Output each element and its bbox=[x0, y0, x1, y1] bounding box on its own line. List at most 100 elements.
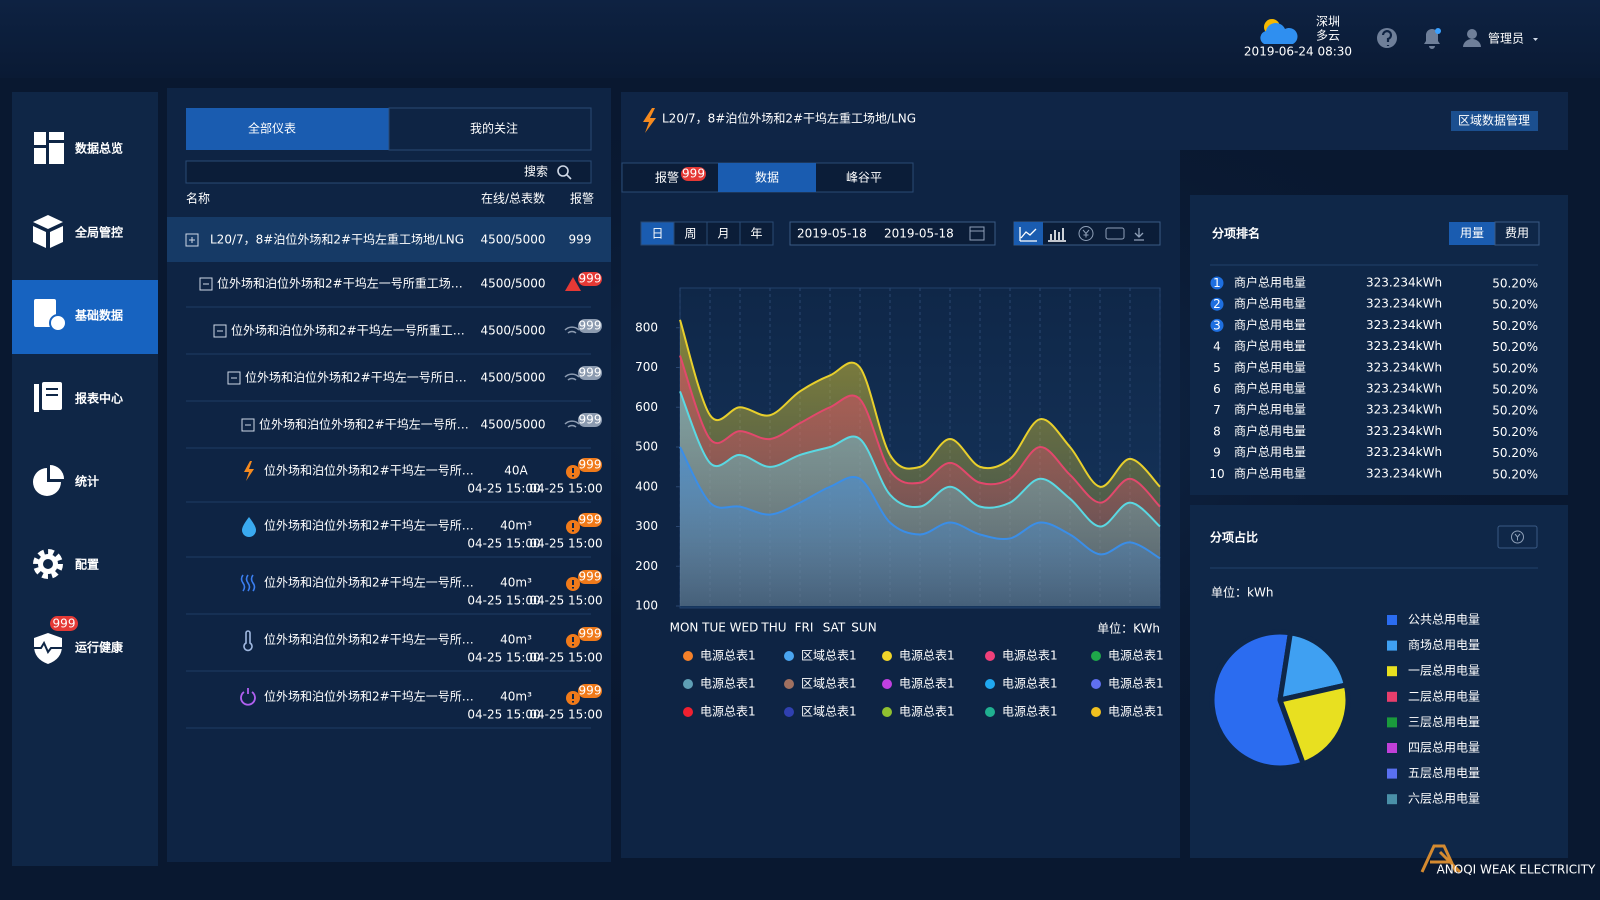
group-name[interactable]: 位外场和泊位外场和2#干坞左一号所重工场… bbox=[217, 276, 463, 291]
item-name: 商户总用电量 bbox=[1234, 296, 1306, 311]
unit-label: 单位：kWh bbox=[1211, 585, 1273, 600]
group-name[interactable]: 位外场和泊位外场和2#干坞左一号所… bbox=[259, 417, 469, 432]
help-icon[interactable] bbox=[1377, 28, 1397, 48]
meter-reading-time: 04-25 15:00 bbox=[467, 651, 540, 665]
x-tick-label: FRI bbox=[795, 621, 814, 635]
legend-label: 电源总表1 bbox=[1002, 649, 1058, 663]
nav-icon bbox=[34, 148, 46, 164]
item-value: 323.234kWh bbox=[1366, 360, 1442, 374]
meter-name[interactable]: 位外场和泊位外场和2#干坞左一号所… bbox=[264, 463, 474, 478]
user-name[interactable]: 管理员 bbox=[1488, 31, 1524, 46]
legend-label: 三层总用电量 bbox=[1408, 715, 1480, 729]
legend-swatch bbox=[784, 707, 794, 717]
item-name: 商户总用电量 bbox=[1234, 402, 1306, 417]
nav-item[interactable]: 配置 bbox=[75, 557, 99, 572]
currency-icon bbox=[1514, 533, 1521, 541]
expand-toggle[interactable] bbox=[185, 233, 199, 247]
nav-item[interactable]: 数据总览 bbox=[75, 141, 123, 156]
legend-swatch bbox=[1387, 615, 1397, 625]
group-count: 4500/5000 bbox=[480, 277, 545, 291]
view-icon[interactable] bbox=[1134, 228, 1144, 241]
alarm-badge bbox=[578, 319, 602, 333]
toggle-label[interactable]: 用量 bbox=[1460, 226, 1484, 240]
search-box[interactable] bbox=[185, 160, 592, 184]
rank: 2 bbox=[1213, 297, 1221, 311]
group-name[interactable]: 位外场和泊位外场和2#干坞左一号所日… bbox=[245, 370, 467, 385]
rank: 10 bbox=[1209, 467, 1224, 481]
toggle[interactable] bbox=[1494, 221, 1540, 246]
alarm-badge bbox=[578, 366, 602, 380]
item-percent: 50.20% bbox=[1492, 298, 1538, 312]
nav-icon bbox=[46, 394, 58, 396]
tab-label[interactable]: 峰谷平 bbox=[846, 171, 882, 185]
nav-item[interactable]: 统计 bbox=[75, 474, 99, 489]
manage-button-label[interactable]: 区域数据管理 bbox=[1458, 113, 1530, 128]
meter-name[interactable]: 位外场和泊位外场和2#干坞左一号所… bbox=[264, 689, 474, 704]
tab-label[interactable]: 报警 bbox=[655, 170, 679, 185]
tab-active[interactable] bbox=[186, 108, 389, 150]
nav-badge-text: 999 bbox=[53, 617, 76, 631]
search-icon bbox=[566, 174, 572, 180]
expand-toggle[interactable] bbox=[227, 371, 241, 385]
nav-item[interactable]: 运行健康 bbox=[75, 640, 124, 655]
alarm-badge bbox=[578, 627, 602, 641]
item-value: 323.234kWh bbox=[1366, 445, 1442, 459]
tab-label[interactable]: 全部仪表 bbox=[248, 121, 296, 136]
view-icon[interactable] bbox=[1105, 227, 1125, 240]
column-header: 报警 bbox=[570, 191, 594, 206]
meter-name[interactable]: 位外场和泊位外场和2#干坞左一号所… bbox=[264, 575, 474, 590]
period-button[interactable] bbox=[739, 221, 774, 246]
group-count: 4500/5000 bbox=[480, 324, 545, 338]
x-tick-label: TUE bbox=[701, 621, 726, 635]
alarm-badge-text: 999 bbox=[579, 570, 602, 584]
page-title: L20/7，8#泊位外场和2#干坞左重工场地/LNG bbox=[662, 111, 916, 126]
manage-button[interactable] bbox=[1451, 111, 1538, 131]
nav-item[interactable]: 全局管控 bbox=[74, 225, 123, 240]
toggle-label[interactable]: 费用 bbox=[1505, 226, 1529, 240]
period-label[interactable]: 周 bbox=[684, 227, 696, 241]
item-name: 商户总用电量 bbox=[1234, 359, 1306, 374]
datetime: 2019-06-24 08:30 bbox=[1244, 45, 1352, 59]
city-caret bbox=[1334, 21, 1338, 24]
expand-toggle[interactable] bbox=[199, 277, 213, 291]
group-name[interactable]: 位外场和泊位外场和2#干坞左一号所重工… bbox=[231, 323, 465, 338]
legend-swatch bbox=[683, 679, 693, 689]
view-icon[interactable] bbox=[1078, 226, 1094, 241]
toggle-active[interactable] bbox=[1449, 222, 1495, 245]
meter-reading: 40m³ bbox=[500, 690, 532, 704]
meter-name[interactable]: 位外场和泊位外场和2#干坞左一号所… bbox=[264, 632, 474, 647]
tab-label[interactable]: 我的关注 bbox=[470, 121, 518, 136]
item-percent: 50.20% bbox=[1492, 383, 1538, 397]
currency-button[interactable] bbox=[1497, 525, 1538, 549]
legend-label: 一层总用电量 bbox=[1408, 664, 1480, 678]
rank: 8 bbox=[1213, 424, 1221, 438]
legend-label: 电源总表1 bbox=[899, 649, 955, 663]
group-count: 4500/5000 bbox=[480, 371, 545, 385]
alarm-badge bbox=[578, 570, 602, 584]
period-label[interactable]: 年 bbox=[750, 227, 762, 241]
item-name: 商户总用电量 bbox=[1234, 317, 1306, 332]
tab-label[interactable]: 数据 bbox=[755, 170, 779, 185]
group-name[interactable]: L20/7，8#泊位外场和2#干坞左重工场地/LNG bbox=[210, 232, 464, 247]
legend-swatch bbox=[1387, 666, 1397, 677]
expand-toggle[interactable] bbox=[213, 324, 227, 338]
nav-item[interactable]: 基础数据 bbox=[74, 308, 123, 323]
nav-icon bbox=[34, 132, 46, 145]
expand-toggle[interactable] bbox=[241, 418, 255, 432]
nav-item[interactable]: 报表中心 bbox=[75, 391, 123, 406]
meter-icon bbox=[240, 688, 256, 706]
tab[interactable] bbox=[388, 107, 592, 151]
view-icon[interactable] bbox=[1019, 227, 1037, 242]
item-value: 323.234kWh bbox=[1366, 297, 1442, 311]
period-label[interactable]: 月 bbox=[717, 227, 729, 241]
item-percent: 50.20% bbox=[1492, 340, 1538, 354]
legend-label: 六层总用电量 bbox=[1408, 792, 1480, 806]
date-range[interactable] bbox=[789, 221, 996, 246]
meter-reading-time: 04-25 15:00 bbox=[467, 594, 540, 608]
view-icon[interactable] bbox=[1048, 228, 1066, 242]
period-label[interactable]: 日 bbox=[651, 227, 663, 241]
meter-name[interactable]: 位外场和泊位外场和2#干坞左一号所… bbox=[264, 518, 474, 533]
item-percent: 50.20% bbox=[1492, 446, 1538, 460]
bell-icon[interactable] bbox=[1424, 29, 1440, 49]
